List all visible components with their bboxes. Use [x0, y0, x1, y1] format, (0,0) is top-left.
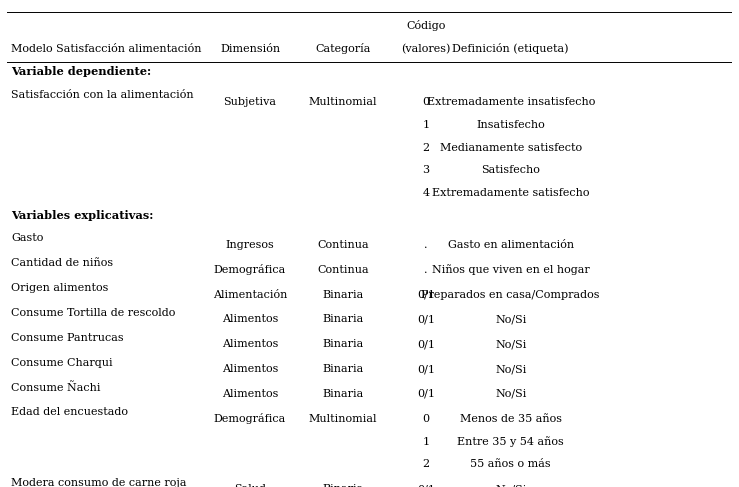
Text: Gasto en alimentación: Gasto en alimentación	[448, 240, 573, 250]
Text: Consume Charqui: Consume Charqui	[11, 357, 112, 368]
Text: Niños que viven en el hogar: Niños que viven en el hogar	[432, 264, 590, 275]
Text: 0/1: 0/1	[417, 484, 435, 487]
Text: 0/1: 0/1	[417, 315, 435, 324]
Text: Preparados en casa/Comprados: Preparados en casa/Comprados	[421, 290, 600, 300]
Text: Binaria: Binaria	[322, 389, 364, 399]
Text: 0: 0	[423, 97, 429, 107]
Text: Salud: Salud	[234, 484, 266, 487]
Text: Demográfica: Demográfica	[214, 413, 286, 424]
Text: 0: 0	[423, 413, 429, 424]
Text: Alimentos: Alimentos	[222, 389, 278, 399]
Text: Alimentación: Alimentación	[213, 290, 287, 300]
Text: Binaria: Binaria	[322, 290, 364, 300]
Text: Insatisfecho: Insatisfecho	[477, 120, 545, 130]
Text: 2: 2	[423, 459, 429, 469]
Text: 55 años o más: 55 años o más	[471, 459, 551, 469]
Text: Variable dependiente:: Variable dependiente:	[11, 66, 151, 77]
Text: No/Si: No/Si	[495, 364, 526, 374]
Text: Entre 35 y 54 años: Entre 35 y 54 años	[457, 436, 564, 447]
Text: 0/1: 0/1	[417, 290, 435, 300]
Text: .: .	[424, 265, 428, 275]
Text: 1: 1	[423, 120, 429, 130]
Text: Subjetiva: Subjetiva	[223, 97, 276, 107]
Text: 2: 2	[423, 143, 429, 152]
Text: Código: Código	[406, 20, 446, 31]
Text: Variables explicativas:: Variables explicativas:	[11, 209, 154, 221]
Text: .: .	[424, 240, 428, 250]
Text: Cantidad de niños: Cantidad de niños	[11, 258, 113, 268]
Text: Medianamente satisfecto: Medianamente satisfecto	[440, 143, 582, 152]
Text: Demográfica: Demográfica	[214, 264, 286, 275]
Text: Extremadamente satisfecho: Extremadamente satisfecho	[432, 188, 590, 198]
Text: Binaria: Binaria	[322, 339, 364, 349]
Text: Categoría: Categoría	[315, 43, 370, 54]
Text: Satisfacción con la alimentación: Satisfacción con la alimentación	[11, 90, 194, 100]
Text: 3: 3	[423, 166, 429, 175]
Text: Extremadamente insatisfecho: Extremadamente insatisfecho	[426, 97, 595, 107]
Text: Ingresos: Ingresos	[225, 240, 274, 250]
Text: Dimensión: Dimensión	[220, 44, 280, 54]
Text: 0/1: 0/1	[417, 364, 435, 374]
Text: Consume Tortilla de rescoldo: Consume Tortilla de rescoldo	[11, 308, 175, 318]
Text: Binaria: Binaria	[322, 484, 364, 487]
Text: No/Si: No/Si	[495, 339, 526, 349]
Text: Consume Ñachi: Consume Ñachi	[11, 382, 101, 393]
Text: Alimentos: Alimentos	[222, 339, 278, 349]
Text: Edad del encuestado: Edad del encuestado	[11, 407, 128, 417]
Text: Definición (etiqueta): Definición (etiqueta)	[452, 43, 569, 54]
Text: Alimentos: Alimentos	[222, 364, 278, 374]
Text: Multinomial: Multinomial	[308, 97, 377, 107]
Text: No/Si: No/Si	[495, 484, 526, 487]
Text: 0/1: 0/1	[417, 389, 435, 399]
Text: 4: 4	[423, 188, 429, 198]
Text: No/Si: No/Si	[495, 315, 526, 324]
Text: Continua: Continua	[317, 265, 369, 275]
Text: Multinomial: Multinomial	[308, 413, 377, 424]
Text: (valores): (valores)	[401, 44, 451, 54]
Text: Consume Pantrucas: Consume Pantrucas	[11, 333, 123, 343]
Text: Menos de 35 años: Menos de 35 años	[460, 413, 562, 424]
Text: Gasto: Gasto	[11, 233, 44, 244]
Text: Modera consumo de carne roja: Modera consumo de carne roja	[11, 478, 186, 487]
Text: Origen alimentos: Origen alimentos	[11, 283, 109, 293]
Text: Modelo Satisfacción alimentación: Modelo Satisfacción alimentación	[11, 44, 202, 54]
Text: Binaria: Binaria	[322, 315, 364, 324]
Text: Alimentos: Alimentos	[222, 315, 278, 324]
Text: No/Si: No/Si	[495, 389, 526, 399]
Text: Satisfecho: Satisfecho	[481, 166, 540, 175]
Text: Binaria: Binaria	[322, 364, 364, 374]
Text: Continua: Continua	[317, 240, 369, 250]
Text: 1: 1	[423, 436, 429, 447]
Text: 0/1: 0/1	[417, 339, 435, 349]
